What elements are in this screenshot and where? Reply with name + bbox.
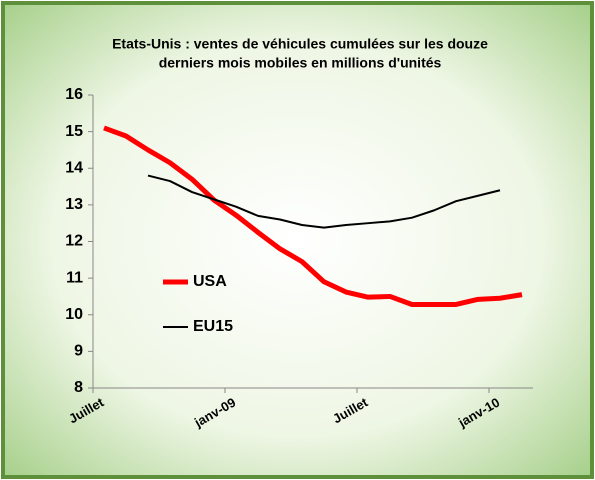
legend-label: USA	[193, 273, 227, 290]
y-tick-label: 13	[65, 196, 83, 213]
y-tick-label: 9	[74, 343, 83, 360]
chart-title: Etats-Unis : ventes de véhicules cumulée…	[112, 36, 488, 52]
y-tick-label: 12	[65, 233, 83, 250]
chart-subtitle: derniers mois mobiles en millions d'unit…	[159, 55, 442, 71]
y-tick-label: 16	[65, 86, 83, 103]
series-line	[147, 174, 501, 229]
legend-label: EU15	[193, 318, 233, 335]
series-line	[103, 125, 523, 307]
y-tick-label: 15	[65, 123, 83, 140]
background	[5, 5, 590, 475]
y-tick-label: 14	[65, 159, 83, 176]
y-tick-label: 8	[74, 379, 83, 396]
y-tick-label: 10	[65, 306, 83, 323]
y-tick-label: 11	[66, 269, 83, 286]
